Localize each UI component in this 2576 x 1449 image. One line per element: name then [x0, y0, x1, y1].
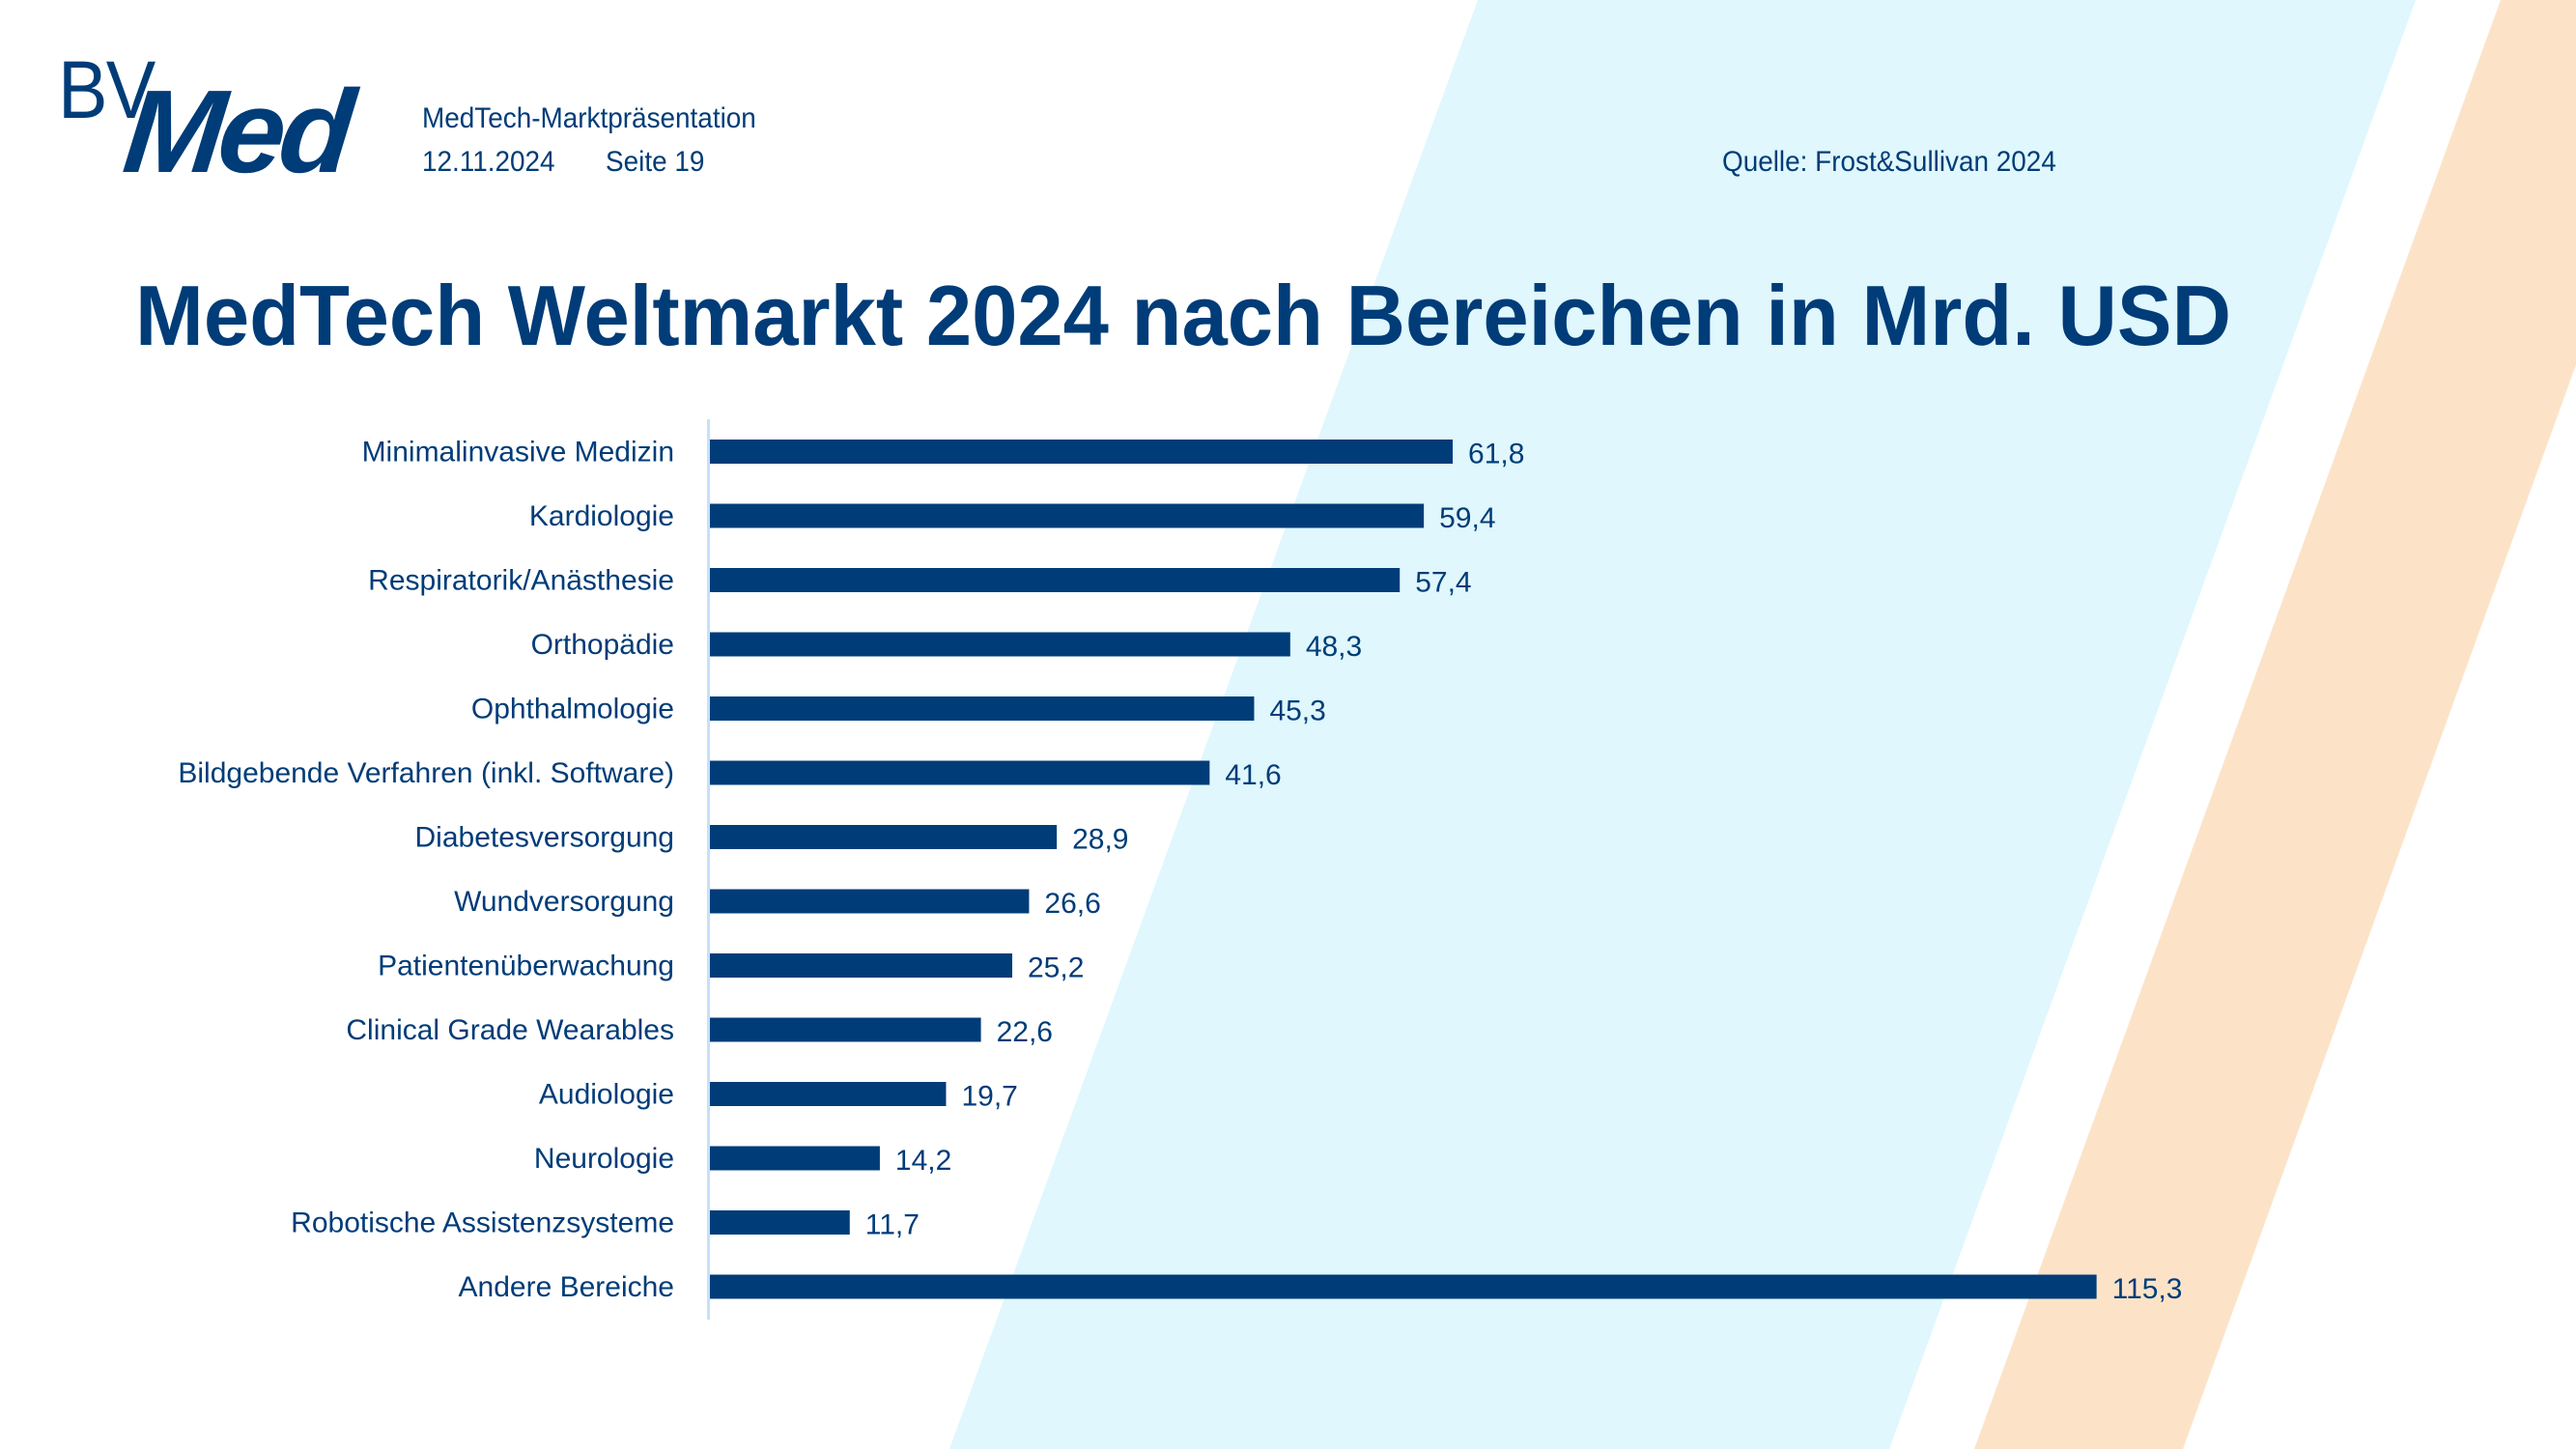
- value-label: 59,4: [1439, 502, 1495, 534]
- value-label: 22,6: [997, 1016, 1053, 1048]
- chart-bars-group: [710, 440, 2097, 1299]
- category-label: Kardiologie: [529, 500, 674, 532]
- bar: [710, 1017, 981, 1042]
- category-label: Bildgebende Verfahren (inkl. Software): [178, 757, 674, 789]
- bar: [710, 825, 1058, 849]
- value-label: 19,7: [961, 1081, 1017, 1113]
- chart-title: MedTech Weltmarkt 2024 nach Bereichen in…: [135, 268, 2231, 363]
- bar: [710, 1082, 947, 1106]
- category-label: Ophthalmologie: [471, 694, 674, 725]
- category-label: Orthopädie: [531, 629, 674, 661]
- value-label: 61,8: [1468, 439, 1524, 470]
- category-label: Respiratorik/Anästhesie: [368, 565, 674, 597]
- category-label: Diabetesversorgung: [415, 822, 675, 854]
- category-label: Minimalinvasive Medizin: [362, 437, 674, 469]
- value-label: 57,4: [1415, 567, 1471, 599]
- value-label: 28,9: [1072, 824, 1128, 856]
- bar: [710, 632, 1290, 657]
- value-label: 48,3: [1306, 631, 1362, 663]
- y-axis-line: [707, 419, 710, 1320]
- bar: [710, 568, 1401, 592]
- bar: [710, 503, 1425, 528]
- category-label: Wundversorgung: [454, 886, 674, 918]
- chart-axis-group: [707, 419, 710, 1320]
- value-label: 14,2: [895, 1145, 951, 1177]
- category-label: Neurologie: [534, 1143, 674, 1175]
- bar: [710, 1274, 2097, 1299]
- source-note: Quelle: Frost&Sullivan 2024: [1722, 146, 2056, 178]
- category-label: Robotische Assistenzsysteme: [291, 1208, 674, 1239]
- bar: [710, 760, 1210, 785]
- category-label: Patientenüberwachung: [378, 951, 674, 982]
- value-label: 45,3: [1269, 696, 1325, 727]
- bar: [710, 440, 1454, 464]
- value-label: 26,6: [1044, 888, 1100, 920]
- bar: [710, 889, 1030, 914]
- bar: [710, 1210, 850, 1235]
- orange-band: [1974, 0, 2576, 1449]
- category-labels-group: Minimalinvasive Medizin Kardiologie Respir…: [178, 437, 674, 1304]
- category-label: Audiologie: [539, 1079, 674, 1111]
- bvmed-logo: BV Med: [54, 49, 382, 197]
- bar: [710, 1146, 880, 1171]
- value-labels-group: 61,8 59,4 57,4 48,3 45,3 41,6 28,9 26,6 25,2 22,6…: [865, 439, 2183, 1306]
- value-label: 11,7: [865, 1209, 920, 1241]
- category-label: Andere Bereiche: [459, 1271, 674, 1303]
- category-label: Clinical Grade Wearables: [346, 1014, 674, 1046]
- value-label: 41,6: [1225, 759, 1281, 791]
- value-label: 25,2: [1028, 952, 1084, 984]
- logo-prefix: BV: [58, 44, 156, 135]
- value-label: 115,3: [2112, 1273, 2183, 1305]
- light-blue-band: [949, 0, 2416, 1449]
- presentation-date: 12.11.2024: [422, 146, 555, 178]
- bar: [710, 696, 1255, 721]
- presentation-title: MedTech-Marktpräsentation: [422, 102, 756, 134]
- bar: [710, 953, 1012, 978]
- page-number: Seite 19: [606, 146, 705, 178]
